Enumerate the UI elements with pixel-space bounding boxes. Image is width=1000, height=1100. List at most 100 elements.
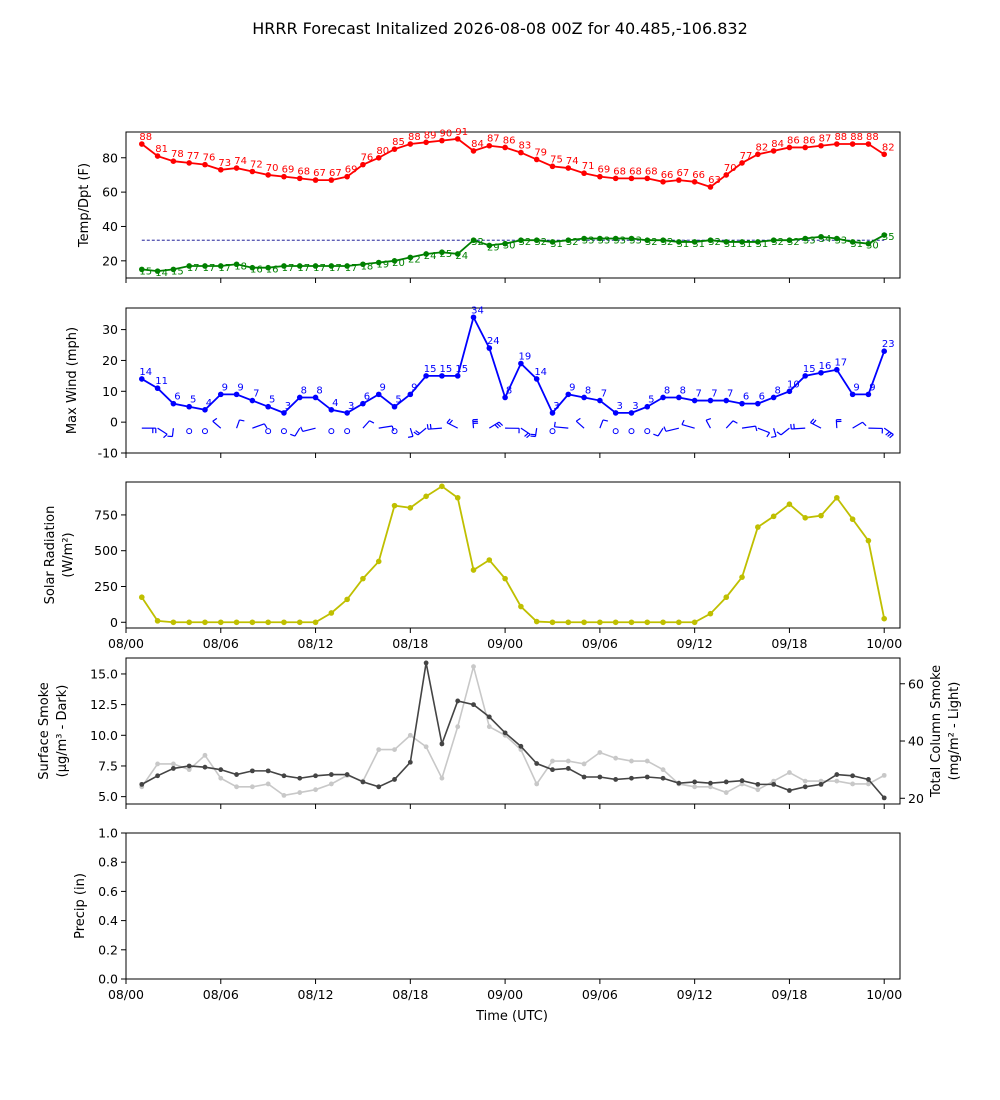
temp-data-label: 91 bbox=[455, 127, 468, 138]
wind-data-label: 9 bbox=[411, 382, 417, 393]
temp-point bbox=[597, 173, 603, 180]
wind-barb bbox=[426, 423, 442, 430]
solar-point bbox=[802, 514, 809, 521]
wind-barb-feather bbox=[663, 426, 667, 432]
temp-data-label: 83 bbox=[519, 141, 532, 152]
wind-barb bbox=[705, 418, 712, 429]
temp-point bbox=[533, 156, 540, 163]
temp-point bbox=[612, 175, 619, 182]
smoke-surface-point bbox=[581, 774, 587, 780]
dewpoint-point bbox=[249, 264, 256, 271]
temp-data-label: 71 bbox=[582, 161, 595, 172]
solar-point bbox=[328, 610, 335, 616]
dewpoint-data-label: 31 bbox=[724, 239, 737, 250]
wind-point bbox=[328, 407, 335, 413]
x-tick-label: 08/12 bbox=[298, 636, 334, 651]
wind-data-label: 6 bbox=[174, 392, 180, 403]
dewpoint-data-label: 18 bbox=[234, 261, 247, 272]
dewpoint-data-label: 33 bbox=[598, 235, 611, 246]
wind-data-label: 8 bbox=[301, 385, 307, 396]
wind-barb bbox=[599, 419, 609, 429]
wind-point bbox=[707, 397, 714, 404]
temp-point bbox=[249, 168, 256, 175]
y-tick-label: -10 bbox=[98, 446, 118, 461]
dewpoint-data-label: 32 bbox=[471, 237, 484, 248]
wind-data-label: 9 bbox=[853, 382, 859, 393]
wind-barb bbox=[157, 427, 168, 439]
wind-barb-feather bbox=[300, 426, 304, 432]
dewpoint-point bbox=[707, 237, 714, 244]
solar-point bbox=[391, 502, 398, 509]
smoke-column-point bbox=[581, 761, 587, 767]
wind-barb-feather bbox=[290, 433, 296, 437]
smoke-column-point bbox=[392, 747, 397, 753]
dewpoint-data-label: 34 bbox=[819, 234, 832, 245]
wind-point bbox=[612, 410, 619, 416]
smoke-column-point bbox=[881, 772, 887, 778]
wind-point bbox=[723, 397, 730, 404]
solar-point bbox=[407, 504, 414, 511]
x-tick-label: 10/00 bbox=[866, 987, 902, 1002]
wind-point bbox=[565, 391, 572, 398]
smoke-column-point bbox=[486, 724, 492, 730]
dewpoint-data-label: 30 bbox=[866, 241, 879, 252]
temp-data-label: 86 bbox=[503, 135, 516, 146]
temp-point bbox=[739, 160, 745, 166]
solar-point bbox=[265, 619, 271, 626]
wind-data-label: 9 bbox=[222, 382, 228, 393]
solar-point bbox=[770, 513, 777, 520]
dewpoint-data-label: 17 bbox=[218, 263, 231, 274]
y-tick-label: 60 bbox=[102, 185, 118, 200]
wind-barb-feather bbox=[705, 418, 712, 421]
wind-data-label: 9 bbox=[569, 382, 575, 393]
solar-line bbox=[141, 485, 886, 624]
wind-barb-feather bbox=[426, 424, 429, 430]
dewpoint-data-label: 32 bbox=[661, 237, 674, 248]
wind-data-label: 8 bbox=[774, 385, 780, 396]
wind-point bbox=[786, 388, 793, 395]
wind-data-label: 6 bbox=[364, 392, 370, 403]
temp-point bbox=[486, 142, 493, 149]
dewpoint-point bbox=[581, 235, 587, 242]
wind-barb bbox=[553, 421, 569, 429]
wind-barb bbox=[757, 427, 771, 438]
dewpoint-data-label: 18 bbox=[361, 261, 374, 272]
smoke-surface-point bbox=[644, 774, 650, 780]
x-tick-label: 08/00 bbox=[108, 987, 144, 1002]
dewpoint-point bbox=[628, 235, 635, 242]
wind-point bbox=[486, 345, 493, 351]
dewpoint-point bbox=[391, 258, 398, 264]
wind-barb bbox=[868, 427, 883, 434]
temp-point bbox=[834, 141, 840, 147]
wind-barb-feather bbox=[391, 425, 395, 431]
wind-barb-calm bbox=[644, 428, 651, 435]
y-tick-label: 10.0 bbox=[90, 728, 118, 743]
temp-data-label: 86 bbox=[787, 135, 800, 146]
solar-point bbox=[470, 567, 477, 573]
wind-barb-calm bbox=[186, 428, 193, 435]
wind-point bbox=[138, 376, 145, 382]
wind-barb-feather bbox=[429, 423, 432, 430]
temp-point bbox=[881, 151, 888, 158]
wind-barb-staff bbox=[883, 427, 894, 435]
wind-barb bbox=[681, 419, 695, 429]
smoke-column-point bbox=[629, 758, 634, 764]
wind-barb-staff bbox=[157, 427, 168, 435]
smoke-surface-point bbox=[249, 768, 255, 774]
wind-data-label: 14 bbox=[534, 367, 547, 378]
plot-frame bbox=[125, 832, 901, 980]
solar-point bbox=[233, 619, 240, 626]
wind-point bbox=[533, 376, 540, 382]
wind-point bbox=[249, 397, 256, 404]
wind-barb-staff bbox=[446, 422, 458, 429]
dewpoint-point bbox=[344, 263, 350, 269]
dewpoint-point bbox=[296, 263, 303, 269]
wind-barb-feather bbox=[553, 421, 556, 427]
wind-barb-feather bbox=[526, 433, 531, 439]
temp-data-label: 69 bbox=[282, 165, 295, 176]
dewpoint-data-label: 15 bbox=[171, 266, 184, 277]
temp-point bbox=[423, 139, 429, 146]
wind-barb-feather bbox=[889, 434, 894, 439]
temp-point bbox=[628, 175, 635, 182]
temp-point bbox=[786, 144, 793, 151]
